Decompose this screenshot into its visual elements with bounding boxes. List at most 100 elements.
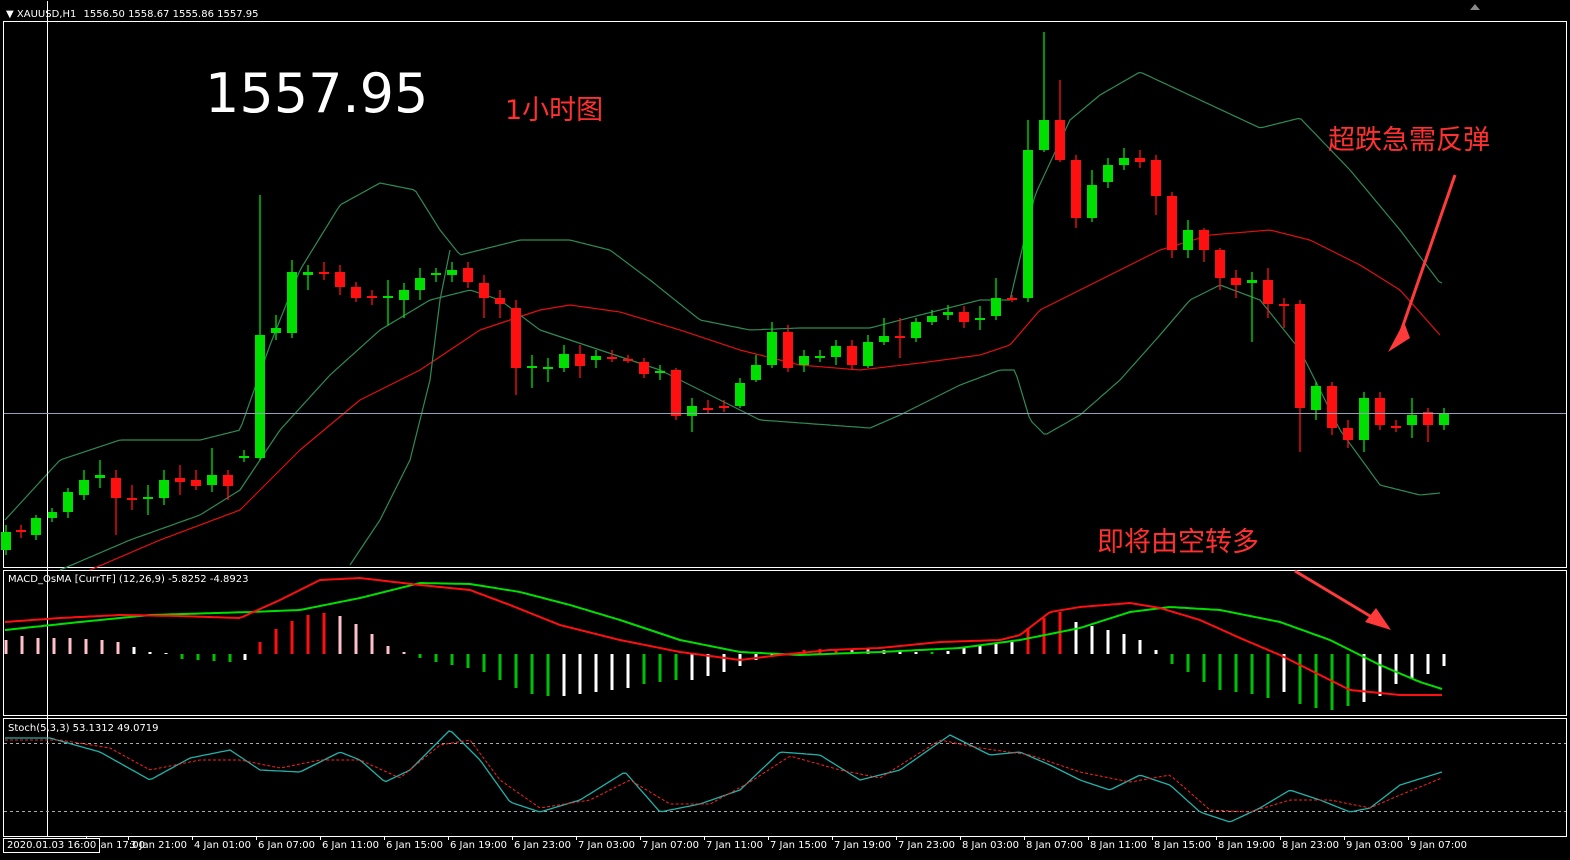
- candle-body: [1407, 415, 1417, 425]
- candle-body: [815, 356, 825, 358]
- time-axis-tick: [576, 836, 577, 840]
- candle-body: [1439, 413, 1449, 425]
- candle-body: [975, 318, 985, 320]
- oversold-note: 超跌急需反弹: [1328, 125, 1490, 156]
- time-axis-label: 7 Jan 15:00: [770, 840, 827, 851]
- candle-body: [271, 328, 281, 333]
- time-axis-label: 7 Jan 07:00: [642, 840, 699, 851]
- candle: [143, 485, 153, 515]
- candle: [895, 318, 905, 358]
- candle-body: [639, 362, 649, 374]
- candle-body: [111, 478, 121, 498]
- candle-body: [527, 366, 537, 368]
- candle-body: [511, 308, 521, 368]
- candle: [687, 398, 697, 432]
- candle-body: [431, 273, 441, 275]
- candle: [543, 358, 553, 382]
- time-axis-tick: [832, 836, 833, 840]
- candle-body: [1279, 304, 1289, 306]
- candle: [399, 283, 409, 318]
- macd-indicator: [4, 576, 1446, 710]
- arrow-shaft-down: [1396, 174, 1457, 341]
- candle-body: [799, 356, 809, 365]
- candle: [495, 290, 505, 318]
- candle-body: [1215, 250, 1225, 278]
- candle-body: [47, 512, 57, 518]
- candle: [991, 278, 1001, 320]
- candle: [383, 280, 393, 325]
- time-axis-label: 8 Jan 23:00: [1282, 840, 1339, 851]
- candle: [1391, 420, 1401, 432]
- candle: [607, 350, 617, 362]
- candle-body: [79, 480, 89, 495]
- ohlc-values: 1556.50 1558.67 1555.86 1557.95: [83, 9, 259, 20]
- time-axis-label: 8 Jan 19:00: [1218, 840, 1275, 851]
- candle: [415, 268, 425, 300]
- candle: [95, 460, 105, 488]
- candle: [815, 350, 825, 362]
- candle: [511, 300, 521, 395]
- candle: [527, 355, 537, 388]
- candle-body: [415, 278, 425, 290]
- candle: [927, 310, 937, 325]
- candle-body: [943, 312, 953, 315]
- candle: [223, 470, 233, 500]
- dropdown-triangle-icon[interactable]: ▼: [6, 9, 14, 20]
- candle: [943, 305, 953, 320]
- time-axis-tick: [384, 836, 385, 840]
- symbol-header[interactable]: ▼ XAUUSD,H1 1556.50 1558.67 1555.86 1557…: [6, 9, 258, 20]
- candle: [1231, 270, 1241, 298]
- candle: [703, 400, 713, 414]
- candle-body: [127, 498, 137, 500]
- candle-body: [863, 342, 873, 366]
- moving-average-mid: [89, 229, 1441, 571]
- candle-body: [607, 357, 617, 359]
- candle-body: [767, 332, 777, 365]
- time-axis-tick: [640, 836, 641, 840]
- candlesticks[interactable]: [1, 32, 1449, 555]
- candle-body: [1231, 278, 1241, 285]
- trend-turn-note: 即将由空转多: [1097, 527, 1259, 558]
- candle: [767, 322, 777, 368]
- candle-body: [735, 383, 745, 406]
- candle-body: [255, 335, 265, 458]
- candle-body: [1263, 280, 1273, 304]
- candle-body: [1023, 150, 1033, 298]
- candle-body: [831, 346, 841, 357]
- candle-body: [927, 316, 937, 322]
- candle-body: [1039, 120, 1049, 150]
- candle-body: [447, 270, 457, 275]
- time-axis-label: 7 Jan 23:00: [898, 840, 955, 851]
- candle: [207, 448, 217, 492]
- candle: [751, 355, 761, 382]
- annotation-arrows: [1294, 174, 1457, 630]
- time-axis-label: 9 Jan 03:00: [1346, 840, 1403, 851]
- candle-body: [1167, 196, 1177, 250]
- candle: [303, 265, 313, 290]
- candle-body: [1327, 386, 1337, 428]
- candle: [1167, 192, 1177, 258]
- candle: [671, 368, 681, 420]
- time-axis-tick: [320, 836, 321, 840]
- candle: [255, 195, 265, 460]
- time-axis-tick: [1088, 836, 1089, 840]
- time-axis-tick: [1344, 836, 1345, 840]
- candle: [271, 315, 281, 340]
- candle-body: [63, 492, 73, 512]
- candle: [799, 350, 809, 372]
- time-axis-label: 6 Jan 19:00: [450, 840, 507, 851]
- candle-body: [895, 336, 905, 338]
- time-axis-tick: [1152, 836, 1153, 840]
- candle: [111, 470, 121, 535]
- candle: [1135, 150, 1145, 168]
- candle-body: [1343, 428, 1353, 440]
- time-axis-label: 7 Jan 11:00: [706, 840, 763, 851]
- arrow-shaft-right: [1294, 569, 1381, 624]
- scroll-marker-icon[interactable]: [1470, 4, 1480, 10]
- candle: [1119, 148, 1129, 170]
- time-axis-label: 8 Jan 15:00: [1154, 840, 1211, 851]
- candle-body: [463, 268, 473, 282]
- candle-body: [399, 290, 409, 300]
- stoch-label: Stoch(5,3,3) 53.1312 49.0719: [8, 723, 159, 734]
